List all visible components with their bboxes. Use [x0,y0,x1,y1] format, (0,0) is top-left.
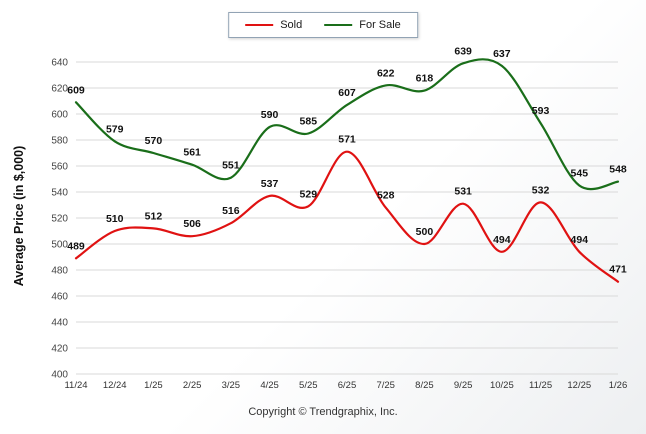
x-tick-label: 11/24 [64,380,87,391]
y-tick-label: 480 [51,266,68,277]
for-sale-line-swatch [324,24,353,26]
x-tick-label: 2/25 [183,380,202,391]
series-line-for-sale [74,58,620,191]
y-tick-label: 400 [51,370,68,381]
value-label: 571 [338,134,356,146]
value-label: 512 [145,210,163,222]
value-label: 471 [609,264,627,276]
y-tick-label: 440 [51,318,68,329]
value-label: 590 [261,109,279,121]
x-tick-label: 5/25 [299,380,318,391]
value-label: 489 [67,240,85,252]
value-label: 622 [377,67,395,79]
value-label: 531 [454,186,472,198]
x-tick-label: 1/26 [609,380,628,391]
value-label: 500 [416,226,434,238]
y-tick-label: 500 [51,240,68,251]
y-tick-label: 560 [51,162,68,173]
value-label: 561 [183,147,201,159]
y-tick-label: 540 [51,188,68,199]
y-tick-label: 640 [51,58,68,69]
value-label: 551 [222,160,240,172]
legend-item-for-sale: For Sale [324,19,401,31]
value-label: 618 [416,73,434,85]
x-tick-label: 7/25 [376,380,395,391]
value-label: 545 [571,168,589,180]
value-label: 516 [222,205,240,217]
for-sale-legend-label: For Sale [359,19,401,31]
value-label: 609 [67,84,85,96]
x-tick-label: 11/25 [529,380,552,391]
series-line-sold [74,150,620,283]
value-label: 579 [106,123,124,135]
value-label: 593 [532,105,550,117]
value-label: 506 [183,218,201,230]
x-tick-label: 4/25 [260,380,279,391]
y-tick-label: 600 [51,110,68,121]
x-tick-label: 6/25 [338,380,357,391]
x-tick-label: 10/25 [490,380,514,391]
legend-item-sold: Sold [245,19,302,31]
sold-line-swatch [245,24,274,26]
x-tick-label: 12/25 [567,380,591,391]
y-tick-label: 460 [51,292,68,303]
value-label: 570 [145,135,163,147]
y-tick-label: 520 [51,214,68,225]
x-tick-label: 3/25 [222,380,241,391]
value-label: 607 [338,87,356,99]
y-axis-title: Average Price (in $,000) [12,145,26,287]
value-label: 537 [261,178,279,190]
x-tick-label: 9/25 [454,380,473,391]
value-label: 494 [571,234,589,246]
copyright-text: Copyright © Trendgraphix, Inc. [248,406,398,418]
value-label: 532 [532,184,550,196]
x-tick-label: 1/25 [144,380,163,391]
y-tick-label: 420 [51,344,68,355]
value-label: 548 [609,164,627,176]
x-tick-label: 12/24 [103,380,127,391]
value-label: 510 [106,213,124,225]
value-label: 529 [300,188,318,200]
legend: Sold For Sale [228,12,418,38]
value-label: 637 [493,48,511,60]
value-label: 494 [493,234,511,246]
value-label: 528 [377,190,395,202]
y-tick-label: 580 [51,136,68,147]
sold-legend-label: Sold [280,19,303,31]
value-label: 639 [454,45,472,57]
value-label: 585 [300,116,318,128]
x-tick-label: 8/25 [415,380,434,391]
y-tick-label: 620 [51,84,68,95]
